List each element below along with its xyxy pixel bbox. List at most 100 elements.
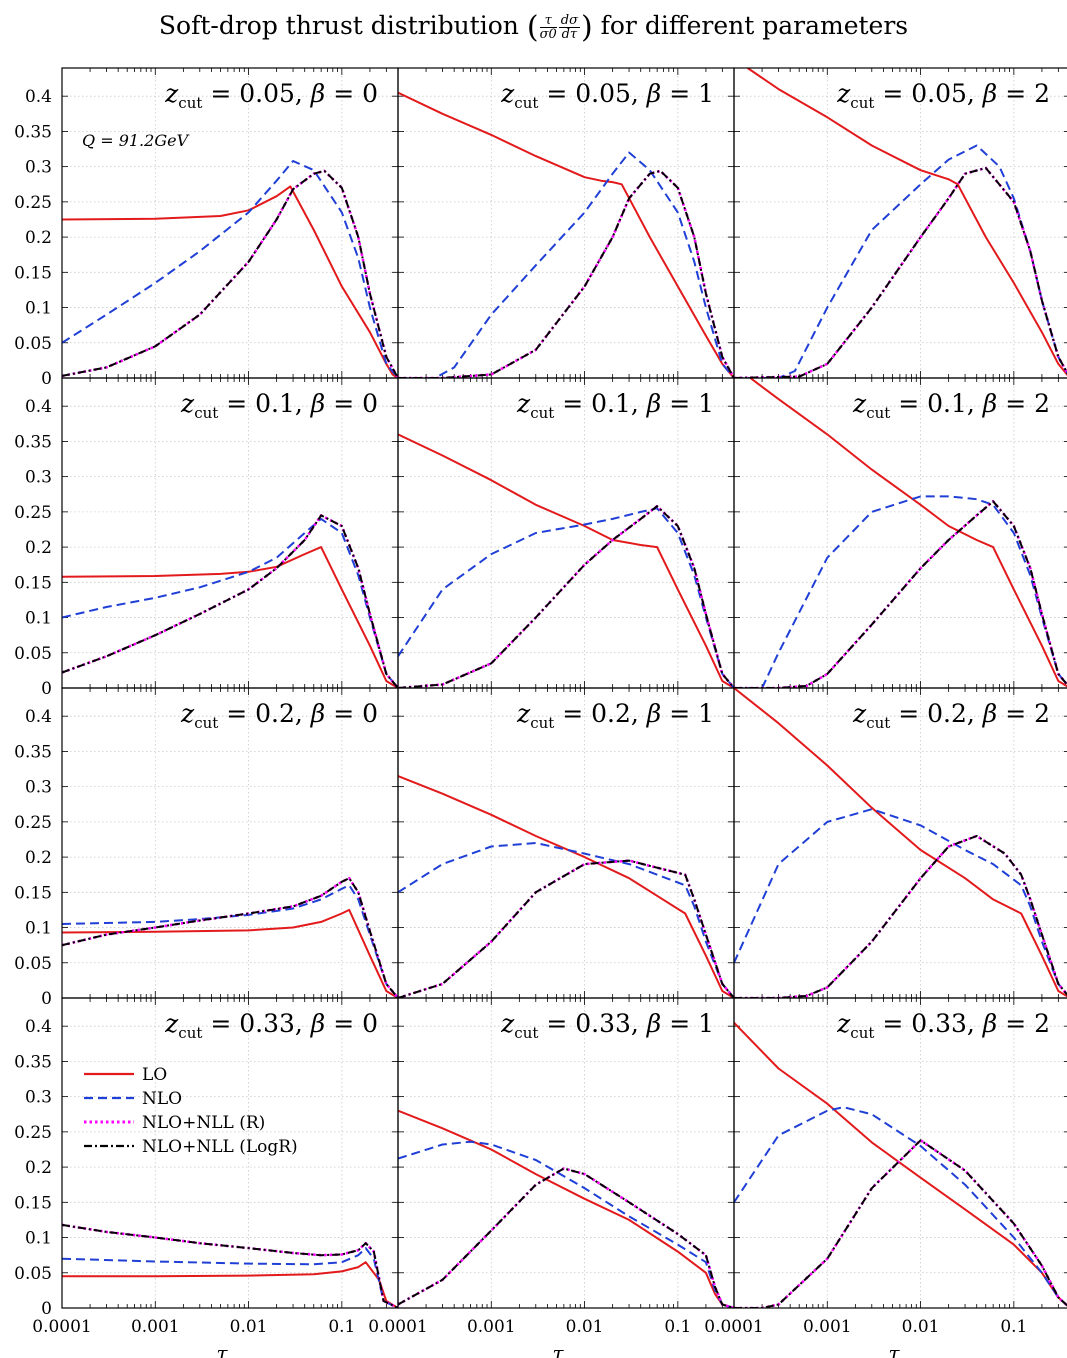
- panel-label-z: z: [180, 389, 195, 418]
- series-line-nlo: [62, 1247, 398, 1308]
- panel-frame: [397, 67, 735, 379]
- panel-label-zcut-value: = 0.33,: [874, 1009, 982, 1038]
- series-line-nlo-nll-logr: [734, 167, 1067, 378]
- panel-frame: [733, 67, 1067, 379]
- y-tick-label: 0: [41, 679, 52, 699]
- panel-label: zcut = 0.1, β = 2: [852, 389, 1050, 422]
- title-prefix: Soft-drop thrust distribution: [158, 11, 519, 40]
- ticks: [61, 998, 399, 1309]
- series-line-nlo-nll-logr: [734, 500, 1067, 688]
- panel-label-cut: cut: [194, 714, 218, 732]
- panel-label: zcut = 0.33, β = 2: [836, 1009, 1050, 1042]
- panel-label-zcut-value: = 0.2,: [218, 699, 311, 728]
- curves: [734, 688, 1067, 998]
- panel-label-z: z: [500, 79, 515, 108]
- panel-frame: [397, 997, 735, 1309]
- panel-label-beta: β: [982, 699, 997, 728]
- figure-title: Soft-drop thrust distribution (τ σ0 dσ dτ) …: [0, 10, 1067, 45]
- panel-label-cut: cut: [178, 1024, 202, 1042]
- y-tick-label: 0.05: [14, 1264, 52, 1284]
- panel-label-beta-value: = 0: [325, 1009, 378, 1038]
- panel-1: zcut = 0.05, β = 0 0 0.05 0.1 0.15 0.2 0.25 0.3…: [14, 67, 399, 389]
- series-line-nlo-nll-logr: [398, 1167, 734, 1308]
- y-tick-label: 0.05: [14, 954, 52, 974]
- series-line-lo: [734, 1022, 1067, 1307]
- series-line-lo: [62, 185, 398, 378]
- series-line-nlo: [734, 495, 1067, 688]
- series-line-nlo: [398, 151, 734, 378]
- panel-label-z: z: [836, 79, 851, 108]
- curves: [734, 1022, 1067, 1308]
- panel-label-beta: β: [646, 79, 661, 108]
- panel-label-beta-value: = 0: [325, 79, 378, 108]
- ticks: [397, 688, 735, 999]
- curves: [398, 91, 734, 378]
- panel-frame: [733, 997, 1067, 1309]
- x-axis-label: τ: [888, 1341, 900, 1358]
- panel-label-beta: β: [310, 699, 325, 728]
- grid: [61, 688, 398, 998]
- panel-10: zcut = 0.33, β = 0 0 0.05 0.1 0.15 0.2 0.25 0.3…: [14, 997, 399, 1358]
- panel-label: zcut = 0.1, β = 1: [516, 389, 714, 422]
- panel-label-z: z: [852, 699, 867, 728]
- panel-label-z: z: [180, 699, 195, 728]
- grid: [397, 68, 734, 378]
- panel-label-z: z: [164, 1009, 179, 1038]
- panel-label-zcut-value: = 0.2,: [554, 699, 647, 728]
- panel-label-z: z: [516, 389, 531, 418]
- curves: [62, 160, 398, 378]
- panel-label: zcut = 0.05, β = 2: [836, 79, 1050, 112]
- series-line-nlo-nll-logr: [62, 169, 398, 378]
- y-tick-label: 0.4: [25, 707, 52, 727]
- grid: [733, 688, 1067, 998]
- y-tick-label: 0: [41, 1299, 52, 1319]
- panel-label: zcut = 0.33, β = 1: [500, 1009, 714, 1042]
- series-line-nlo-nll-logr: [398, 505, 734, 688]
- series-line-nlo: [62, 884, 398, 998]
- title-frac1-denominator: σ0: [539, 27, 557, 42]
- series-line-nlo-nll-logr: [398, 859, 734, 998]
- panel-label-zcut-value: = 0.2,: [890, 699, 983, 728]
- panel-label: zcut = 0.1, β = 0: [180, 389, 378, 422]
- panel-label: zcut = 0.2, β = 0: [180, 699, 378, 732]
- panel-label: zcut = 0.05, β = 1: [500, 79, 714, 112]
- panel-9: zcut = 0.2, β = 2: [733, 687, 1067, 999]
- ticks: [733, 688, 1067, 999]
- x-tick-label: 0.0001: [368, 1317, 427, 1337]
- panel-label-cut: cut: [530, 714, 554, 732]
- panel-frame: [397, 687, 735, 999]
- grid: [397, 688, 734, 998]
- panel-label-z: z: [164, 79, 179, 108]
- x-tick-label: 0.1: [1000, 1317, 1027, 1337]
- panel-8: zcut = 0.2, β = 1: [397, 687, 735, 999]
- ticks: [733, 378, 1067, 689]
- series-line-nlo-nll-logr: [734, 835, 1067, 998]
- x-tick-label: 0.01: [230, 1317, 268, 1337]
- curves: [62, 514, 398, 688]
- panel-7: zcut = 0.2, β = 0 0 0.05 0.1 0.15 0.2 0.25 0.3 0…: [14, 687, 399, 1009]
- x-tick-label: 0.1: [664, 1317, 691, 1337]
- series-line-nlo-nll-r: [62, 876, 398, 998]
- series-line-nlo: [398, 507, 734, 688]
- panel-label-beta: β: [646, 699, 661, 728]
- panel-label-cut: cut: [194, 404, 218, 422]
- panel-label-zcut-value: = 0.33,: [538, 1009, 646, 1038]
- panel-label-beta-value: = 1: [661, 1009, 714, 1038]
- ticks: [61, 688, 399, 999]
- panel-label-zcut-value: = 0.1,: [890, 389, 983, 418]
- grid: [733, 998, 1067, 1308]
- x-tick-label: 0.0001: [704, 1317, 763, 1337]
- panel-frame: [61, 377, 399, 689]
- panel-label-cut: cut: [178, 94, 202, 112]
- ticks: [61, 68, 399, 379]
- y-tick-label: 0.4: [25, 87, 52, 107]
- curves: [398, 775, 734, 998]
- panel-frame: [397, 377, 735, 689]
- title-suffix: for different parameters: [600, 11, 909, 40]
- series-line-nlo: [62, 160, 398, 378]
- series-line-nlo-nll-logr: [62, 1223, 398, 1308]
- panel-label: zcut = 0.2, β = 2: [852, 699, 1050, 732]
- y-tick-label: 0.15: [14, 1193, 52, 1213]
- panel-label-beta-value: = 1: [661, 699, 714, 728]
